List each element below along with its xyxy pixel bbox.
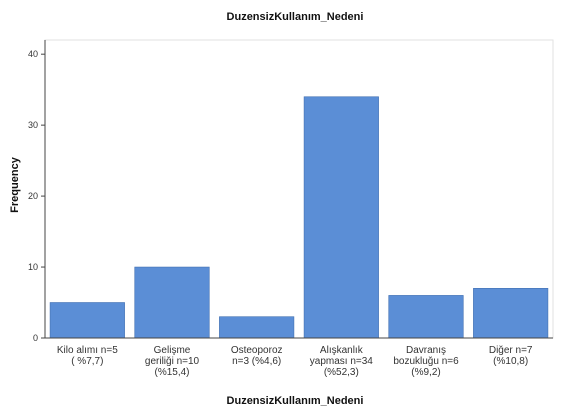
- y-tick-label: 0: [33, 333, 38, 343]
- bar: [473, 288, 549, 339]
- x-category-label-line: Alışkanlık: [320, 345, 364, 356]
- y-tick-label: 10: [28, 262, 38, 272]
- x-category-label-line: (%10,8): [493, 356, 528, 367]
- x-category-label-line: geriliği n=10: [145, 356, 200, 367]
- x-category-label-line: yapması n=34: [310, 356, 374, 367]
- x-category-label-line: n=3 (%4,6): [232, 356, 281, 367]
- x-category-label: Osteoporoz n=3 (%4,6): [231, 345, 283, 367]
- bar: [49, 302, 125, 339]
- x-category-label-line: Kilo alımı n=5: [57, 345, 118, 356]
- x-category-label: Diğer n=7 (%10,8): [489, 345, 533, 367]
- bar: [388, 295, 464, 339]
- x-category-label-line: ( %7,7): [71, 356, 103, 367]
- x-category-label: Kilo alımı n=5( %7,7): [57, 345, 118, 367]
- x-category-label-line: Osteoporoz: [231, 345, 283, 356]
- bars-layer: [49, 96, 549, 339]
- x-axis-title: DuzensizKullanım_Nedeni: [227, 395, 364, 407]
- y-ticks-layer: 0 10 20 30 40: [28, 49, 45, 343]
- x-category-label: Alışkanlık yapması n=34 (%52,3): [310, 345, 374, 378]
- chart-title: DuzensizKullanım_Nedeni: [227, 11, 364, 23]
- x-category-label-line: (%15,4): [154, 367, 189, 378]
- x-category-label-line: Diğer n=7: [489, 345, 533, 356]
- bar: [219, 316, 295, 339]
- x-category-label-line: bozukluğu n=6: [393, 356, 459, 367]
- x-category-label: Davranış bozukluğu n=6 (%9,2): [393, 345, 459, 378]
- x-category-label-line: Davranış: [406, 345, 446, 356]
- y-tick-label: 20: [28, 191, 38, 201]
- bar: [134, 266, 210, 339]
- x-labels-layer: Kilo alımı n=5( %7,7) Gelişme geriliği n=1…: [57, 345, 533, 378]
- x-category-label: Gelişme geriliği n=10 (%15,4): [145, 345, 200, 378]
- x-category-label-line: Gelişme: [154, 345, 191, 356]
- x-category-label-line: (%52,3): [324, 367, 359, 378]
- y-axis-title: Frequency: [9, 156, 21, 213]
- x-category-label-line: (%9,2): [411, 367, 440, 378]
- y-tick-label: 30: [28, 120, 38, 130]
- y-tick-label: 40: [28, 49, 38, 59]
- bar: [303, 96, 379, 339]
